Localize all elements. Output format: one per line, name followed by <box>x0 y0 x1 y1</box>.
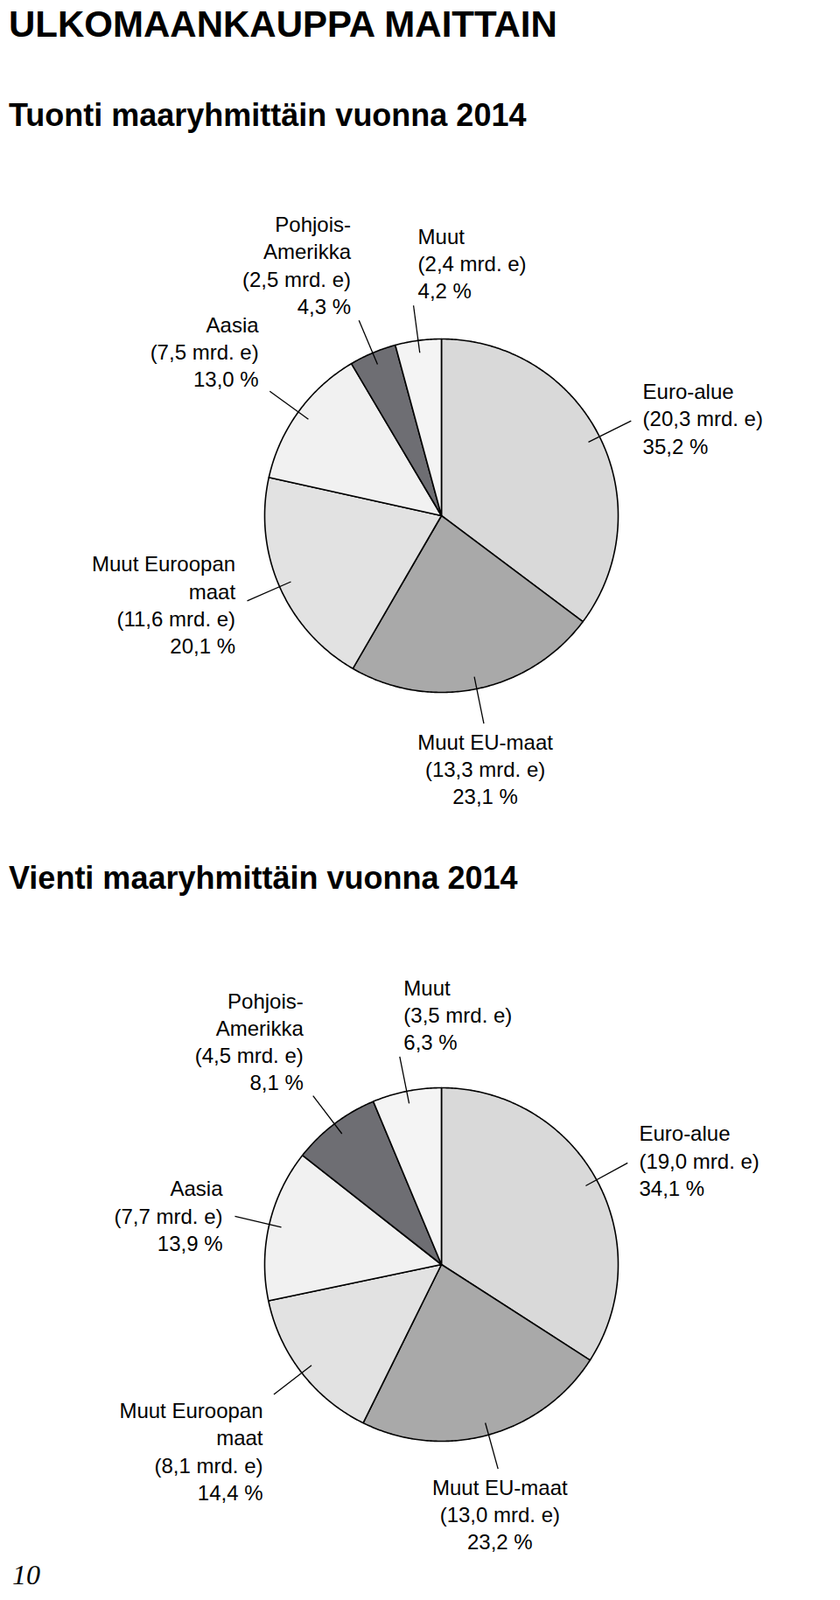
svg-text:Muut(2,4 mrd. e)4,2 %: Muut(2,4 mrd. e)4,2 % <box>418 224 527 303</box>
svg-text:Muut Euroopanmaat(11,6 mrd. e): Muut Euroopanmaat(11,6 mrd. e)20,1 % <box>91 552 236 658</box>
svg-text:Muut(3,5 mrd. e)6,3 %: Muut(3,5 mrd. e)6,3 % <box>403 976 512 1055</box>
svg-text:Muut EU-maat(13,3 mrd. e)23,1: Muut EU-maat(13,3 mrd. e)23,1 % <box>417 730 553 809</box>
svg-text:Pohjois-Amerikka(2,5 mrd. e)4,: Pohjois-Amerikka(2,5 mrd. e)4,3 % <box>242 212 352 319</box>
svg-text:Aasia(7,5 mrd. e)13,0 %: Aasia(7,5 mrd. e)13,0 % <box>150 313 260 392</box>
svg-text:Aasia(7,7 mrd. e)13,9 %: Aasia(7,7 mrd. e)13,9 % <box>113 1176 224 1255</box>
html-text:Vienti maaryhmittäin vuonna 20: Vienti maaryhmittäin vuonna 2014 <box>8 860 518 896</box>
svg-text:Pohjois-Amerikka(4,5 mrd. e)8,: Pohjois-Amerikka(4,5 mrd. e)8,1 % <box>195 989 305 1096</box>
svg-text:Euro-alue(20,3 mrd. e)35,2 %: Euro-alue(20,3 mrd. e)35,2 % <box>643 379 763 458</box>
svg-text:Muut EU-maat(13,0 mrd. e)23,2: Muut EU-maat(13,0 mrd. e)23,2 % <box>432 1476 568 1554</box>
svg-text:Euro-alue(19,0 mrd. e)34,1 %: Euro-alue(19,0 mrd. e)34,1 % <box>638 1121 759 1200</box>
html-text:ULKOMAANKAUPPA MAITTAIN: ULKOMAANKAUPPA MAITTAIN <box>8 3 558 45</box>
html-text:10: 10 <box>12 1559 41 1591</box>
svg-text:Muut Euroopanmaat(8,1 mrd. e)1: Muut Euroopanmaat(8,1 mrd. e)14,4 % <box>119 1399 263 1505</box>
html-text:Tuonti maaryhmittäin vuonna 20: Tuonti maaryhmittäin vuonna 2014 <box>8 97 527 133</box>
